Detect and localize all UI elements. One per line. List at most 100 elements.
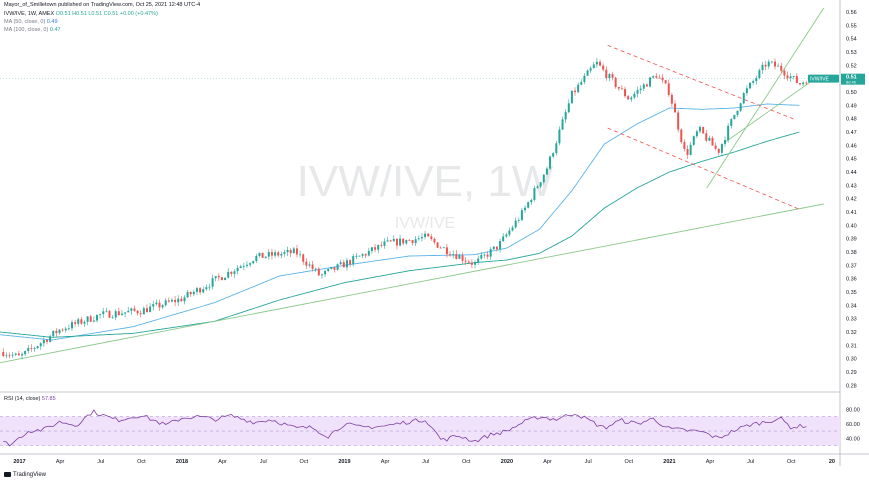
candle-body [177,298,180,303]
candle-body [245,264,248,266]
x-tick-label: 2018 [176,459,188,465]
candle-body [455,254,458,259]
candle-body [267,252,270,257]
candle-body [5,355,8,357]
candle-body [505,234,508,237]
candle-body [789,76,792,79]
candle-body [174,299,177,303]
candle-body [524,207,527,211]
candle-body [24,350,27,355]
candle-body [358,255,361,257]
candle-body [114,311,117,318]
candle-body [152,304,155,307]
candle-body [583,75,586,83]
candle-body [170,299,173,302]
y-tick-label: 0.36 [846,277,857,283]
ma50-legend[interactable]: MA (50, close, 0) 0.49 [4,19,58,26]
candle-body [314,268,317,270]
candle-body [67,328,70,330]
x-tick-label: Oct [137,459,146,465]
candle-body [439,247,442,249]
candle-body [211,278,214,287]
candle-body [280,253,283,256]
ma50-line [0,103,800,341]
candle-body [545,168,548,175]
footer-brand[interactable]: TradingView [4,471,46,478]
candle-body [361,254,364,256]
candle-body [139,313,142,315]
candle-body [289,249,292,254]
ma100-legend[interactable]: MA (100, close, 0) 0.47 [4,27,61,34]
candle-body [764,64,767,67]
candle-body [295,248,298,255]
candle-body [255,255,258,262]
candle-body [761,64,764,71]
candle-body [517,219,520,221]
candle-body [795,76,798,84]
symbol-line: IVW/IVE, 1W, AMEX [4,11,55,17]
candle-body [120,313,123,315]
candle-body [352,256,355,265]
candle-body [327,268,330,271]
candle-body [699,127,702,132]
trend-line [706,7,825,189]
candle-body [745,88,748,94]
candle-body [774,61,777,67]
candle-body [511,227,514,231]
candle-body [189,291,192,295]
candle-body [199,288,202,293]
candle-body [392,238,395,242]
candle-body [736,110,739,115]
candle-body [124,312,127,314]
candle-body [33,348,36,349]
x-tick-label: Oct [787,459,796,465]
candle-body [264,256,267,258]
candle-body [749,82,752,89]
candle-body [620,88,623,90]
candle-body [495,246,498,250]
candle-body [158,302,161,308]
candle-body [277,252,280,256]
candle-body [205,287,208,290]
candle-body [445,247,448,255]
symbol-tag [808,74,839,83]
rsi-label: RSI (14, close) 57.85 [4,396,56,402]
candle-body [58,329,61,334]
channel-line [607,44,797,121]
candle-body [727,125,730,141]
candle-body [733,114,736,120]
candle-body [220,277,223,281]
candle-body [117,311,120,315]
candle-body [239,266,242,269]
y-tick-label: 0.38 [846,250,857,256]
y-tick-label: 0.28 [846,383,857,389]
candle-body [367,250,370,256]
candle-body [52,330,55,337]
symbol-legend[interactable]: IVW/IVE, 1W, AMEX O0.51 H0.51 L0.51 C0.5… [4,11,158,18]
candle-body [777,65,780,67]
candle-body [714,145,717,149]
candle-body [755,77,758,82]
y-tick-label: 0.40 [846,223,857,229]
candle-body [499,241,502,250]
candle-body [411,240,414,244]
x-tick-label: Apr [381,459,390,465]
candle-body [780,65,783,71]
candle-body [533,188,536,200]
candle-body [364,254,367,256]
y-tick-label: 0.45 [846,157,857,163]
candle-body [274,252,277,256]
candle-body [236,268,239,272]
candle-body [739,103,742,111]
candle-body [467,261,470,263]
candle-body [674,103,677,113]
y-tick-label: 0.33 [846,317,857,323]
symbol-tag-label: IVW/IVE [810,77,830,83]
ma100-label: MA (100, close, 0) [4,27,49,33]
candle-body [520,210,523,220]
candle-body [720,143,723,153]
candle-body [30,347,33,349]
candle-body [508,230,511,235]
candle-body [108,310,111,318]
